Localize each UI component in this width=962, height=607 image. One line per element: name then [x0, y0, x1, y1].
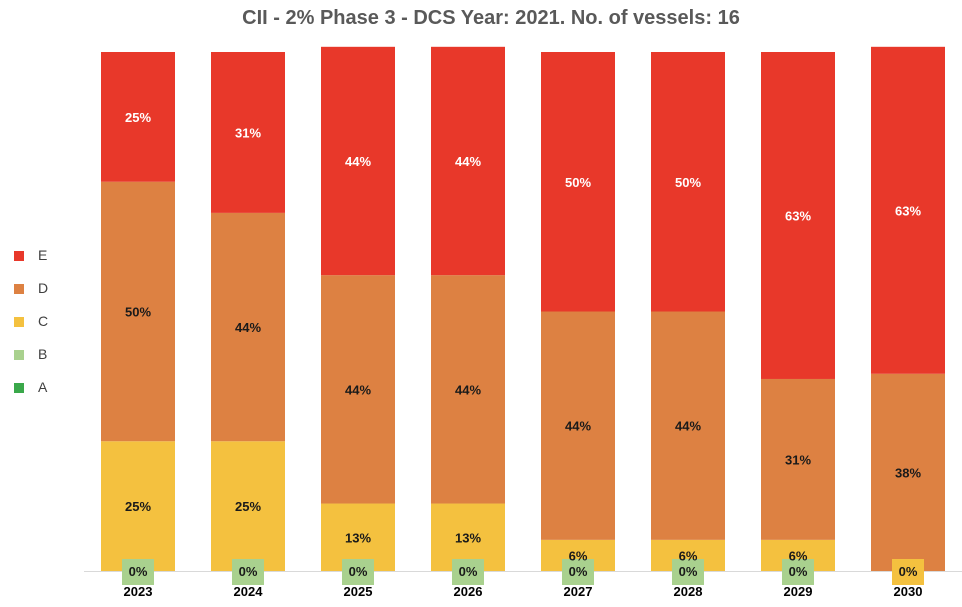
data-label-e-2029: 63%: [785, 208, 811, 223]
legend-swatch: [14, 383, 24, 393]
data-label-b-2023: 0%: [129, 564, 148, 579]
legend-swatch: [14, 350, 24, 360]
data-label-d-2023: 50%: [125, 305, 151, 320]
data-label-d-2029: 31%: [785, 452, 811, 467]
legend: E D C B A: [14, 247, 48, 395]
data-label-d-2025: 44%: [345, 382, 371, 397]
data-label-d-2030: 38%: [895, 465, 921, 480]
legend-swatch: [14, 251, 24, 261]
data-label-e-2027: 50%: [565, 175, 591, 190]
data-label-e-2030: 63%: [895, 203, 921, 218]
data-label-b-2028: 0%: [679, 564, 698, 579]
data-label-e-2024: 31%: [235, 125, 261, 140]
legend-item-e: E: [14, 247, 47, 263]
x-tick-label: 2029: [784, 584, 813, 599]
x-tick-label: 2023: [124, 584, 153, 599]
data-label-d-2028: 44%: [675, 419, 701, 434]
data-label-c-2027: 6%: [569, 548, 588, 563]
x-tick-label: 2027: [564, 584, 593, 599]
legend-label: E: [38, 247, 47, 263]
x-tick-label: 2024: [234, 584, 264, 599]
data-label-d-2027: 44%: [565, 419, 591, 434]
data-label-c-2025: 13%: [345, 530, 371, 545]
legend-swatch: [14, 284, 24, 294]
legend-item-c: C: [14, 313, 48, 329]
plot-area: 0% 25% 50% 25% 0% 25% 44% 31% 0% 13% 44% 44% 0% 13% 44…: [84, 47, 962, 599]
data-label-c-2023: 25%: [125, 499, 151, 514]
data-label-e-2028: 50%: [675, 175, 701, 190]
legend-item-d: D: [14, 280, 48, 296]
legend-label: C: [38, 313, 48, 329]
data-label-c-2028: 6%: [679, 548, 698, 563]
data-label-d-2024: 44%: [235, 320, 261, 335]
chart-title: CII - 2% Phase 3 - DCS Year: 2021. No. o…: [242, 7, 740, 29]
data-label-b-2024: 0%: [239, 564, 258, 579]
data-label-b-2025: 0%: [349, 564, 368, 579]
x-tick-label: 2030: [894, 584, 923, 599]
x-tick-label: 2028: [674, 584, 703, 599]
x-tick-label: 2026: [454, 584, 483, 599]
legend-label: B: [38, 346, 47, 362]
data-label-d-2026: 44%: [455, 382, 481, 397]
data-label-b-2026: 0%: [459, 564, 478, 579]
data-label-c-2026: 13%: [455, 530, 481, 545]
data-label-e-2025: 44%: [345, 154, 371, 169]
data-label-c-2029: 6%: [789, 548, 808, 563]
data-label-b-2029: 0%: [789, 564, 808, 579]
data-label-c-2030: 0%: [899, 564, 918, 579]
legend-item-b: B: [14, 346, 47, 362]
legend-label: A: [38, 379, 48, 395]
legend-label: D: [38, 280, 48, 296]
x-tick-label: 2025: [344, 584, 373, 599]
legend-item-a: A: [14, 379, 48, 395]
data-label-e-2023: 25%: [125, 110, 151, 125]
data-label-c-2024: 25%: [235, 499, 261, 514]
legend-swatch: [14, 317, 24, 327]
data-label-e-2026: 44%: [455, 154, 481, 169]
data-label-b-2027: 0%: [569, 564, 588, 579]
